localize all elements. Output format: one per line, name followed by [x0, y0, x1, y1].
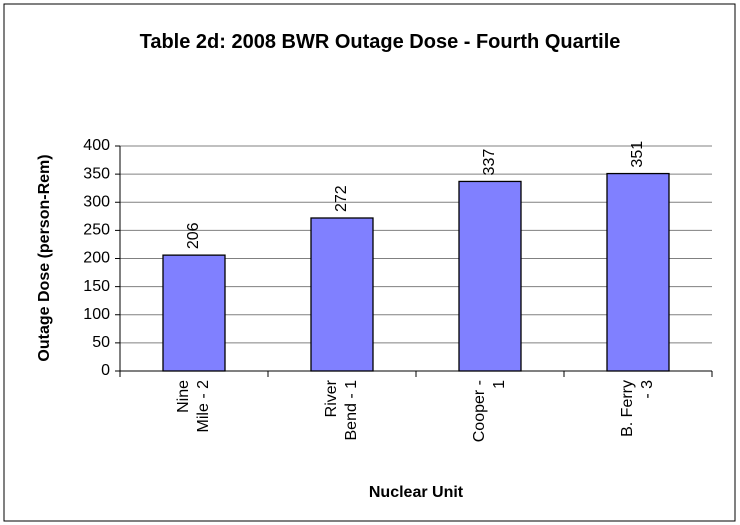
- x-tick-label: River Bend - 1: [323, 380, 360, 441]
- y-tick-label: 400: [83, 137, 110, 154]
- data-label: 351: [629, 141, 646, 168]
- x-tick-label: Nine Mile - 2: [175, 380, 212, 433]
- y-tick-label: 350: [83, 165, 110, 182]
- y-tick-label: 100: [83, 306, 110, 323]
- bar: [458, 180, 522, 372]
- chart-title: Table 2d: 2008 BWR Outage Dose - Fourth …: [139, 31, 621, 53]
- x-axis-label: Nuclear Unit: [369, 484, 464, 501]
- y-tick-label: 0: [101, 362, 110, 379]
- data-label: 272: [333, 185, 350, 212]
- y-tick-label: 300: [83, 193, 110, 210]
- bar: [162, 254, 226, 372]
- data-label: 337: [481, 149, 498, 176]
- y-tick-label: 250: [83, 222, 110, 239]
- y-tick-label: 200: [83, 250, 110, 267]
- y-tick-label: 50: [92, 334, 110, 351]
- chart-border: [3, 3, 736, 522]
- x-tick-label: Cooper - 1: [471, 380, 508, 443]
- bar: [310, 217, 374, 372]
- y-tick-label: 150: [83, 278, 110, 295]
- x-tick-label: B. Ferry - 3: [619, 380, 656, 437]
- y-axis-label: Outage Dose (person-Rem): [36, 154, 53, 361]
- data-label: 206: [185, 222, 202, 249]
- bar: [606, 172, 670, 372]
